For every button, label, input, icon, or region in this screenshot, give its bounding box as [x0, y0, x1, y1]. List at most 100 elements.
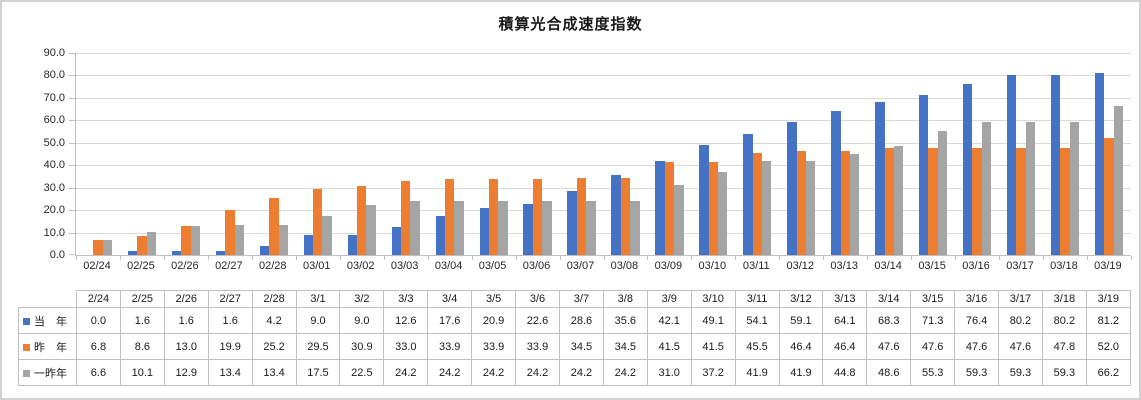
bar-昨年-03/10: [708, 161, 719, 255]
bar-当年-03/03: [391, 226, 401, 255]
value-cell: 52.0: [1085, 333, 1131, 360]
value-cell: 41.9: [778, 359, 824, 386]
bar-一昨年-03/02: [366, 204, 376, 255]
bar-当年-03/05: [479, 208, 489, 255]
x-axis-tick: [339, 256, 341, 260]
bar-一昨年-03/10: [718, 171, 728, 255]
gridline: [76, 97, 1131, 99]
value-cell: 41.5: [690, 333, 736, 360]
table-date-header: 3/13: [822, 290, 868, 308]
value-cell: 6.8: [76, 333, 121, 360]
value-cell: 59.3: [954, 359, 1000, 386]
x-axis-label: 03/09: [654, 260, 683, 272]
legend-color-swatch-icon: [23, 318, 30, 326]
table-date-header: 3/4: [427, 290, 473, 308]
value-cell: 49.1: [690, 307, 736, 334]
bar-昨年-03/03: [400, 180, 411, 255]
value-cell: 24.2: [427, 359, 473, 386]
table-date-header: 3/2: [339, 290, 385, 308]
table-row: 昨 年 6.8 8.6 13.0 19.9 25.2 29.5 30.9 33.0 33.9 33.…: [18, 333, 1131, 360]
bar-一昨年-02/28: [278, 224, 288, 255]
gridline: [76, 187, 1131, 189]
bar-昨年-03/07: [576, 177, 587, 255]
value-cell: 59.1: [778, 307, 824, 334]
y-axis-label: 10.0: [43, 226, 65, 239]
bar-当年-03/09: [655, 160, 665, 255]
value-cell: 17.5: [295, 359, 341, 386]
bar-昨年-03/06: [532, 178, 543, 255]
value-cell: 46.4: [778, 333, 824, 360]
x-axis-tick: [515, 256, 517, 260]
value-cell: 13.0: [163, 333, 209, 360]
table-date-header: 3/9: [646, 290, 692, 308]
x-axis-tick: [295, 256, 297, 260]
y-axis-tick: [69, 142, 76, 144]
bar-当年-02/28: [259, 245, 270, 255]
bar-当年-03/06: [523, 204, 533, 255]
x-axis-tick: [911, 256, 913, 260]
value-cell: 13.4: [251, 359, 297, 386]
value-cell: 4.2: [251, 307, 297, 334]
x-axis-label: 03/06: [522, 260, 551, 272]
value-cell: 44.8: [822, 359, 868, 386]
bar-昨年-03/14: [884, 148, 894, 255]
value-cell: 24.2: [471, 359, 517, 386]
plot-area: [69, 53, 1132, 260]
bar-昨年-03/05: [488, 178, 499, 255]
x-axis-label: 03/07: [566, 260, 595, 272]
series-legend-cell: 一昨年: [18, 359, 77, 386]
value-cell: 47.8: [1041, 333, 1087, 360]
bar-昨年-03/12: [796, 150, 806, 255]
bar-一昨年-02/27: [234, 224, 244, 255]
table-date-header: 3/3: [383, 290, 429, 308]
bar-当年-02/27: [215, 251, 226, 255]
value-cell: 42.1: [646, 307, 692, 334]
value-cell: 47.6: [866, 333, 912, 360]
x-axis-tick: [1087, 256, 1089, 260]
value-cell: 10.1: [119, 359, 165, 386]
bar-一昨年-03/04: [454, 200, 464, 255]
bar-当年-03/12: [787, 122, 797, 255]
bar-一昨年-03/18: [1069, 121, 1080, 255]
value-cell: 76.4: [954, 307, 1000, 334]
bar-昨年-02/28: [269, 198, 279, 255]
bar-当年-02/25: [127, 251, 138, 255]
gridline: [76, 210, 1131, 212]
x-axis-label: 03/15: [918, 260, 946, 272]
x-axis-tick: [163, 256, 165, 260]
x-axis-label: 02/28: [259, 260, 287, 272]
table-header-row: 2/24 2/25 2/26 2/27 2/28 3/1 3/2 3/3 3/4 3/5 3/6 3/…: [19, 290, 1131, 308]
bar-昨年-02/25: [137, 235, 147, 255]
y-axis-label: 40.0: [43, 159, 65, 172]
table-date-header: 2/27: [207, 290, 253, 308]
bar-当年-03/19: [1094, 72, 1105, 255]
value-cell: 48.6: [866, 359, 912, 386]
bar-昨年-03/08: [620, 177, 631, 255]
bar-昨年-03/09: [664, 161, 675, 255]
y-axis-label: 80.0: [43, 69, 65, 82]
gridline: [76, 53, 1131, 54]
table-date-header: 3/7: [558, 290, 604, 308]
value-cell: 24.2: [602, 359, 648, 386]
x-axis-tick: [383, 256, 385, 260]
x-axis-label: 03/04: [434, 260, 463, 272]
value-cell: 45.5: [734, 333, 780, 360]
table-date-header: 3/16: [954, 290, 1000, 308]
value-cell: 17.6: [427, 307, 473, 334]
value-cell: 66.2: [1085, 359, 1131, 386]
value-cell: 64.1: [822, 307, 868, 334]
table-date-header: 3/8: [602, 290, 648, 308]
value-cell: 34.5: [558, 333, 604, 360]
value-cell: 35.6: [602, 307, 648, 334]
bar-一昨年-03/11: [762, 160, 772, 255]
bar-一昨年-03/17: [1025, 121, 1036, 255]
bar-一昨年-03/08: [630, 200, 640, 255]
value-cell: 24.2: [558, 359, 604, 386]
value-cell: 24.2: [515, 359, 560, 386]
x-axis-label: 03/18: [1050, 260, 1078, 272]
x-axis-label: 03/14: [874, 260, 902, 272]
bar-昨年-03/17: [1016, 148, 1026, 255]
x-axis-label: 03/16: [962, 260, 990, 272]
bar-昨年-03/01: [313, 188, 323, 255]
legend-color-swatch-icon: [23, 344, 30, 352]
